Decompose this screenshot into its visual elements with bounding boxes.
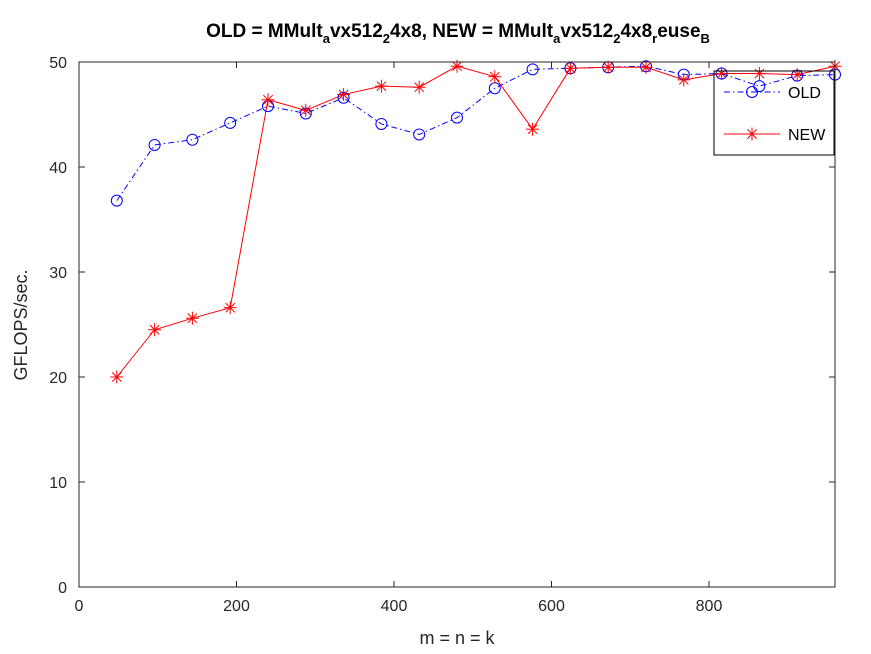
legend-marker-old (746, 86, 758, 98)
data-point-old (413, 128, 426, 141)
data-point-new (563, 61, 577, 75)
data-point-new (110, 370, 124, 384)
title-part: euse (657, 21, 700, 42)
data-point-old (753, 80, 766, 93)
data-point-new (715, 67, 729, 81)
title-part: OLD = MMult (206, 21, 323, 42)
data-point-old (451, 111, 463, 124)
data-point-new (601, 60, 615, 74)
data-point-new (790, 68, 804, 82)
title-part: 2 (613, 31, 620, 46)
data-point-old (375, 117, 388, 130)
title-part: 2 (383, 31, 390, 46)
x-tick-label: 400 (381, 598, 408, 615)
legend-label-old: OLD (788, 85, 821, 102)
data-point-new (677, 73, 691, 87)
y-tick-label: 10 (49, 475, 67, 492)
y-tick-label: 40 (49, 160, 67, 177)
legend-marker-new (745, 127, 759, 141)
x-axis-label: m = n = k (419, 628, 495, 648)
data-point-old (186, 133, 199, 146)
y-tick-label: 20 (49, 370, 67, 387)
title-part: a (553, 31, 561, 46)
title-part: B (701, 31, 710, 46)
plot-markers (110, 59, 842, 384)
series-line-new (116, 65, 836, 378)
data-point-new (752, 67, 766, 81)
x-tick-label: 200 (223, 598, 250, 615)
title-part: 4x8, NEW = MMult (390, 21, 554, 42)
y-tick-label: 50 (49, 55, 67, 72)
data-point-new (148, 323, 162, 337)
title-part: 4x8 (620, 21, 652, 42)
data-point-new (488, 70, 502, 84)
title-part: a (323, 31, 331, 46)
y-axis-label: GFLOPS/sec. (11, 269, 31, 380)
plot-frame (78, 61, 836, 588)
x-axis: 0 200 400 600 800 (75, 62, 723, 615)
data-point-new (374, 79, 388, 93)
data-point-new (412, 80, 426, 94)
legend: OLD NEW (713, 70, 835, 156)
x-tick-label: 0 (75, 598, 84, 615)
plot-lines (116, 65, 836, 378)
data-point-new (299, 103, 313, 117)
plot-area (79, 62, 835, 587)
legend-box (713, 70, 835, 156)
y-axis: 0 10 20 30 40 50 (49, 55, 835, 597)
legend-label-new: NEW (788, 127, 826, 144)
data-point-old (526, 63, 539, 76)
x-tick-label: 600 (538, 598, 565, 615)
data-point-new (337, 88, 351, 102)
chart-title: OLD = MMultavx51224x8, NEW = MMultavx512… (206, 21, 710, 46)
title-part: r (652, 31, 657, 46)
series-line-old (116, 65, 836, 201)
data-point-new (185, 311, 199, 325)
data-point-new (223, 301, 237, 315)
data-point-new (526, 122, 540, 136)
y-tick-label: 0 (58, 580, 67, 597)
x-tick-label: 800 (696, 598, 723, 615)
data-point-old (110, 194, 123, 207)
data-point-new (261, 93, 275, 107)
y-tick-label: 30 (49, 265, 67, 282)
title-part: vx512 (560, 21, 613, 42)
data-point-old (148, 138, 161, 151)
title-part: vx512 (330, 21, 383, 42)
data-point-old (224, 116, 237, 129)
data-point-new (639, 60, 653, 74)
